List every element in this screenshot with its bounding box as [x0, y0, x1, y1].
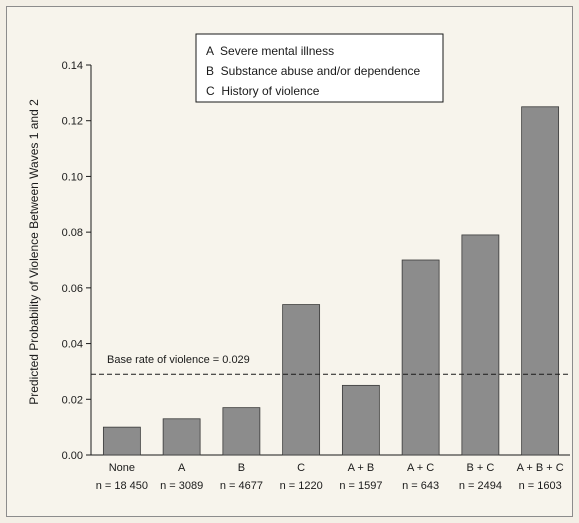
- bar-2: [222, 407, 261, 456]
- legend: A Severe mental illness B Substance abus…: [195, 33, 444, 103]
- legend-item-c: C History of violence: [206, 84, 320, 98]
- bar-7: [521, 106, 560, 456]
- x-tick-label: C: [297, 462, 305, 474]
- sample-size-label: n = 643: [402, 480, 439, 492]
- bar-4: [341, 384, 380, 456]
- bars: [102, 106, 560, 456]
- x-tick-label: B: [238, 462, 245, 474]
- sample-size-label: n = 18 450: [96, 480, 148, 492]
- bar-1: [162, 418, 201, 456]
- y-tick-label: 0.08: [62, 227, 83, 239]
- x-tick-label: A + C: [407, 462, 434, 474]
- legend-box: [195, 33, 444, 103]
- sample-size-label: n = 1597: [339, 480, 382, 492]
- x-tick-label: A: [178, 462, 186, 474]
- sample-size-label: n = 4677: [220, 480, 263, 492]
- y-tick-label: 0.06: [62, 283, 83, 295]
- bar-6: [461, 234, 500, 456]
- y-axis-label: Predicted Probability of Violence Betwee…: [27, 99, 41, 405]
- y-tick-label: 0.14: [62, 60, 83, 72]
- sample-size-label: n = 1220: [280, 480, 323, 492]
- y-tick-label: 0.04: [62, 339, 83, 351]
- y-tick-label: 0.12: [62, 116, 83, 128]
- legend-item-a: A Severe mental illness: [206, 44, 334, 58]
- bar-0: [102, 426, 141, 456]
- y-tick-label: 0.10: [62, 171, 83, 183]
- y-ticks: 0.00 0.02 0.04 0.06 0.08 0.10 0.12 0.14: [62, 60, 91, 462]
- legend-item-b: B Substance abuse and/or dependence: [206, 64, 420, 78]
- x-tick-label: B + C: [466, 462, 494, 474]
- base-rate-label: Base rate of violence = 0.029: [107, 354, 250, 366]
- x-tick-label: A + B: [348, 462, 375, 474]
- x-tick-label: None: [109, 462, 135, 474]
- sample-size-label: n = 3089: [160, 480, 203, 492]
- y-tick-label: 0.02: [62, 394, 83, 406]
- bar-5: [401, 259, 440, 456]
- sample-size-label: n = 2494: [459, 480, 502, 492]
- y-tick-label: 0.00: [62, 450, 83, 462]
- sample-size-label: n = 1603: [519, 480, 562, 492]
- x-tick-labels: None n = 18 450 An = 3089 Bn = 4677 Cn = 122…: [96, 462, 564, 492]
- x-tick-label: A + B + C: [517, 462, 564, 474]
- bar-3: [282, 304, 321, 456]
